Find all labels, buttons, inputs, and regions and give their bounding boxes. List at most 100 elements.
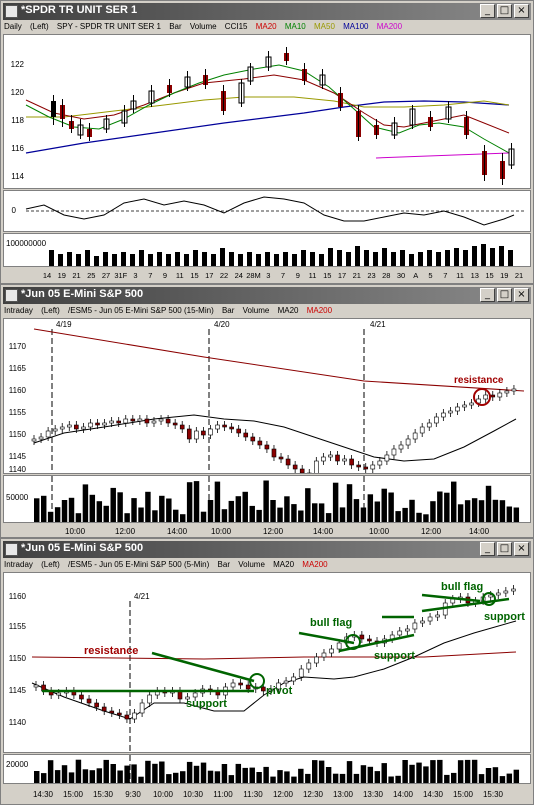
daily-price-chart: 122 120 118 116 114 <box>4 35 531 189</box>
window-title: *SPDR TR UNIT SER 1 <box>21 4 137 16</box>
maximize-button[interactable]: □ <box>497 4 512 18</box>
volume-bar <box>76 513 81 522</box>
candle <box>193 693 197 697</box>
title-bar[interactable]: *Jun 05 E-Mini S&P 500 _ □ × <box>3 541 531 558</box>
ma10-line <box>26 65 509 153</box>
candle <box>470 403 474 405</box>
support-label: support <box>484 611 525 623</box>
x-tick: 12:00 <box>421 527 442 536</box>
minimize-button[interactable]: _ <box>480 4 495 18</box>
volume-bar <box>423 514 428 522</box>
legend-volume[interactable]: Volume <box>238 560 265 569</box>
volume-pane[interactable]: 20000 <box>3 754 531 784</box>
candle <box>117 421 121 423</box>
volume-bar <box>236 764 241 783</box>
maximize-button[interactable]: □ <box>497 542 512 556</box>
volume-bar <box>34 771 39 783</box>
volume-bar <box>277 770 282 783</box>
volume-pane[interactable]: 100000000 <box>3 233 531 267</box>
x-tick: 14:00 <box>313 527 334 536</box>
candle <box>258 441 262 445</box>
daily-x-axis: 14 19 21 25 27 31F 3 7 9 11 15 17 22 24 28M 3 7 9 11 15 17 21… <box>3 268 531 282</box>
legend-ma50[interactable]: MA50 <box>314 22 335 31</box>
volume-bar <box>62 500 67 522</box>
title-bar[interactable]: *SPDR TR UNIT SER 1 _ □ × <box>3 3 531 20</box>
legend-ma200[interactable]: MA200 <box>307 306 332 315</box>
y-tick: 1155 <box>9 622 27 631</box>
y-tick: 116 <box>11 144 24 153</box>
x-tick: 14:30 <box>423 790 444 799</box>
volume-bar <box>451 482 456 522</box>
price-pane[interactable]: 1160 1155 1150 1145 1140 4/21 <box>3 572 531 753</box>
legend-ma100[interactable]: MA100 <box>343 22 368 31</box>
volume-bar <box>90 495 95 522</box>
legend-ma200[interactable]: MA200 <box>302 560 327 569</box>
candle <box>307 473 311 474</box>
volume-bar <box>409 765 414 783</box>
candle <box>364 467 368 469</box>
volume-bar <box>416 513 421 522</box>
close-button[interactable]: × <box>514 288 529 302</box>
volume-bar <box>222 509 227 522</box>
intraday-15min-candles <box>32 385 516 474</box>
legend-ma20[interactable]: MA20 <box>273 560 294 569</box>
minimize-button[interactable]: _ <box>480 288 495 302</box>
chart-window-icon[interactable] <box>5 5 18 18</box>
legend-cci15[interactable]: CCI15 <box>225 22 248 31</box>
volume-bar <box>111 488 116 522</box>
volume-bar <box>187 762 192 783</box>
x-tick: 15 <box>323 271 331 280</box>
volume-bar <box>166 499 171 523</box>
candle <box>208 429 212 435</box>
x-tick: 14:30 <box>33 790 54 799</box>
volume-bar <box>194 481 199 522</box>
legend-ma200[interactable]: MA200 <box>377 22 402 31</box>
y-tick: 1165 <box>9 364 27 373</box>
title-bar[interactable]: *Jun 05 E-Mini S&P 500 _ □ × <box>3 287 531 304</box>
volume-bar <box>395 511 400 522</box>
candle <box>265 445 269 449</box>
close-button[interactable]: × <box>514 4 529 18</box>
chart-window-icon[interactable] <box>5 543 18 556</box>
x-tick: 23 <box>367 271 375 280</box>
cci-pane[interactable]: 0 <box>3 190 531 232</box>
cci-zero-tick: 0 <box>12 206 17 215</box>
y-tick: 120 <box>11 88 25 97</box>
support-label: support <box>374 650 415 662</box>
price-pane[interactable]: 122 120 118 116 114 <box>3 34 531 189</box>
candle <box>451 599 455 603</box>
volume-bar <box>131 764 136 783</box>
y-tick: 1150 <box>9 654 27 663</box>
candle <box>117 713 121 715</box>
volume-bar <box>152 510 157 522</box>
chart-window-icon[interactable] <box>5 289 18 302</box>
volume-bar <box>305 488 310 522</box>
intraday-5min-price-chart: 1160 1155 1150 1145 1140 4/21 <box>4 573 531 753</box>
volume-bar <box>340 774 345 783</box>
x-tick: 11:00 <box>213 790 233 799</box>
volume-pane[interactable]: 50000 <box>3 475 531 523</box>
intraday-15min-price-chart: 1170 1165 1160 1155 1150 1145 1140 4/19 … <box>4 319 531 474</box>
legend-ma20[interactable]: MA20 <box>278 306 299 315</box>
legend-ma10[interactable]: MA10 <box>285 22 306 31</box>
support-line-4 <box>422 599 509 611</box>
volume-bar <box>111 764 116 783</box>
volume-bar <box>388 777 393 784</box>
volume-bar <box>437 760 442 783</box>
legend-volume[interactable]: Volume <box>190 22 217 31</box>
volume-bar <box>62 765 67 783</box>
volume-bar <box>298 769 303 783</box>
minimize-button[interactable]: _ <box>480 542 495 556</box>
maximize-button[interactable]: □ <box>497 288 512 302</box>
volume-bar <box>423 766 428 783</box>
price-pane[interactable]: 1170 1165 1160 1155 1150 1145 1140 4/19 … <box>3 318 531 474</box>
intraday-5min-x-axis: 14:30 15:00 15:30 9:30 10:00 10:30 11:00 11:30 1… <box>3 787 531 801</box>
volume-bar <box>145 492 150 522</box>
legend-volume[interactable]: Volume <box>243 306 270 315</box>
legend-ma20[interactable]: MA20 <box>256 22 277 31</box>
volume-bar <box>124 513 129 522</box>
candle <box>230 427 234 429</box>
volume-bar <box>507 774 512 783</box>
close-button[interactable]: × <box>514 542 529 556</box>
volume-bar <box>486 486 491 522</box>
